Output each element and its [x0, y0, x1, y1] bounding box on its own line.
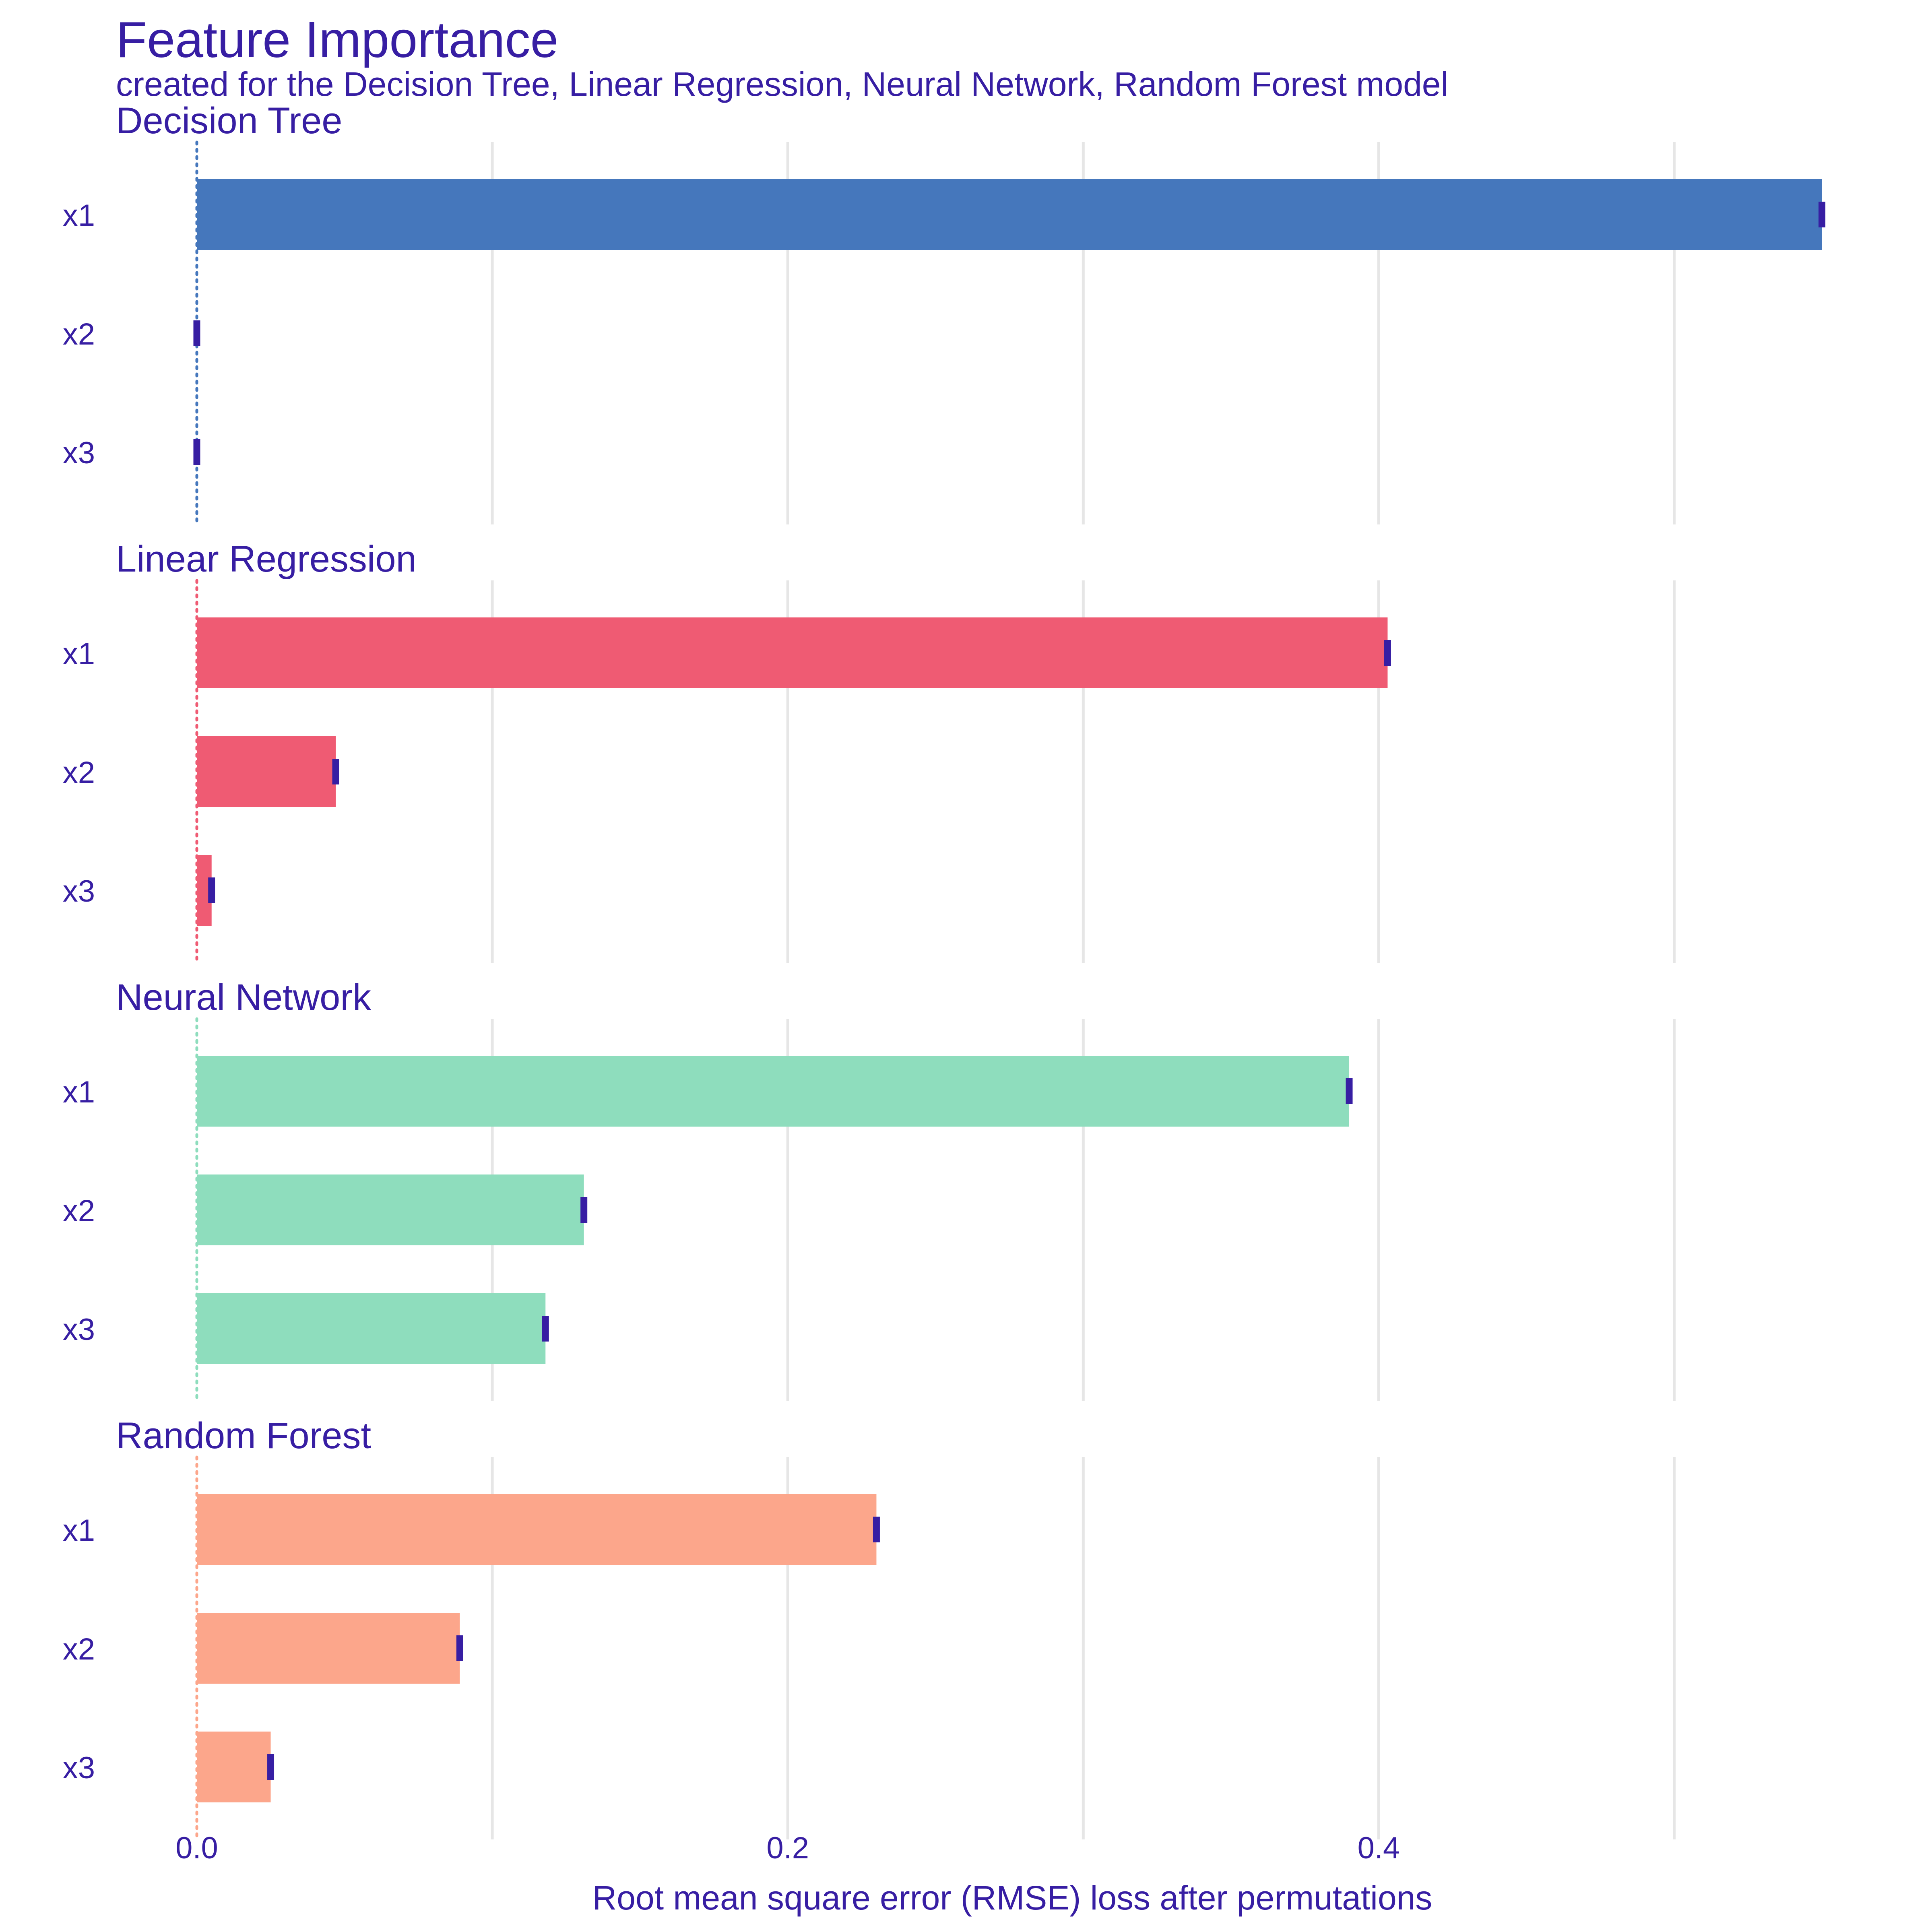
x-axis-label: Root mean square error (RMSE) loss after… [592, 1879, 1432, 1917]
value-marker [267, 1754, 275, 1780]
panel-linear-regression: Linear Regression x1 x2 x3 [63, 539, 1676, 964]
x-axis: 0.0 0.2 0.4 [175, 1831, 1400, 1865]
value-marker [208, 877, 215, 903]
bar [197, 1174, 584, 1245]
value-marker [1346, 1078, 1353, 1104]
category-label: x1 [63, 1513, 95, 1548]
category-label: x2 [63, 1194, 95, 1228]
value-marker [873, 1517, 880, 1542]
bar [197, 736, 336, 807]
panel-neural-network: Neural Network x1 x2 x3 [63, 977, 1676, 1403]
category-label: x2 [63, 317, 95, 351]
category-label: x1 [63, 637, 95, 671]
category-label: x2 [63, 1632, 95, 1666]
bar [197, 617, 1388, 688]
value-marker [193, 439, 200, 465]
chart-title: Feature Importance [116, 11, 559, 68]
x-tick-label: 0.2 [766, 1831, 809, 1865]
panel-decision-tree: Decision Tree x1 x2 x3 [63, 100, 1826, 526]
chart-subtitle: created for the Decision Tree, Linear Re… [116, 65, 1448, 103]
bar [197, 179, 1822, 250]
value-marker [1818, 202, 1826, 227]
category-label: x1 [63, 1075, 95, 1109]
value-marker [193, 320, 200, 346]
value-marker [332, 759, 339, 784]
x-tick-label: 0.4 [1358, 1831, 1400, 1865]
category-label: x3 [63, 874, 95, 908]
panel-title: Linear Regression [116, 539, 417, 580]
value-marker [456, 1635, 463, 1661]
panel-random-forest: Random Forest x1 x2 x3 [63, 1415, 1676, 1841]
value-marker [542, 1316, 549, 1342]
bar [197, 1056, 1350, 1127]
category-label: x3 [63, 1751, 95, 1785]
bar [197, 1494, 877, 1565]
panel-title: Neural Network [116, 977, 372, 1018]
bar [197, 1293, 546, 1364]
value-marker [580, 1197, 588, 1223]
category-label: x2 [63, 755, 95, 790]
bar [197, 1613, 460, 1684]
x-tick-label: 0.0 [175, 1831, 218, 1865]
bar [197, 1732, 271, 1802]
category-label: x3 [63, 1313, 95, 1347]
chart-panels: Decision Tree x1 x2 x3 Linear Regression x1 x2… [63, 100, 1826, 1841]
category-label: x3 [63, 436, 95, 470]
panel-title: Decision Tree [116, 100, 342, 141]
panel-title: Random Forest [116, 1415, 371, 1456]
value-marker [1384, 640, 1391, 666]
category-label: x1 [63, 198, 95, 233]
